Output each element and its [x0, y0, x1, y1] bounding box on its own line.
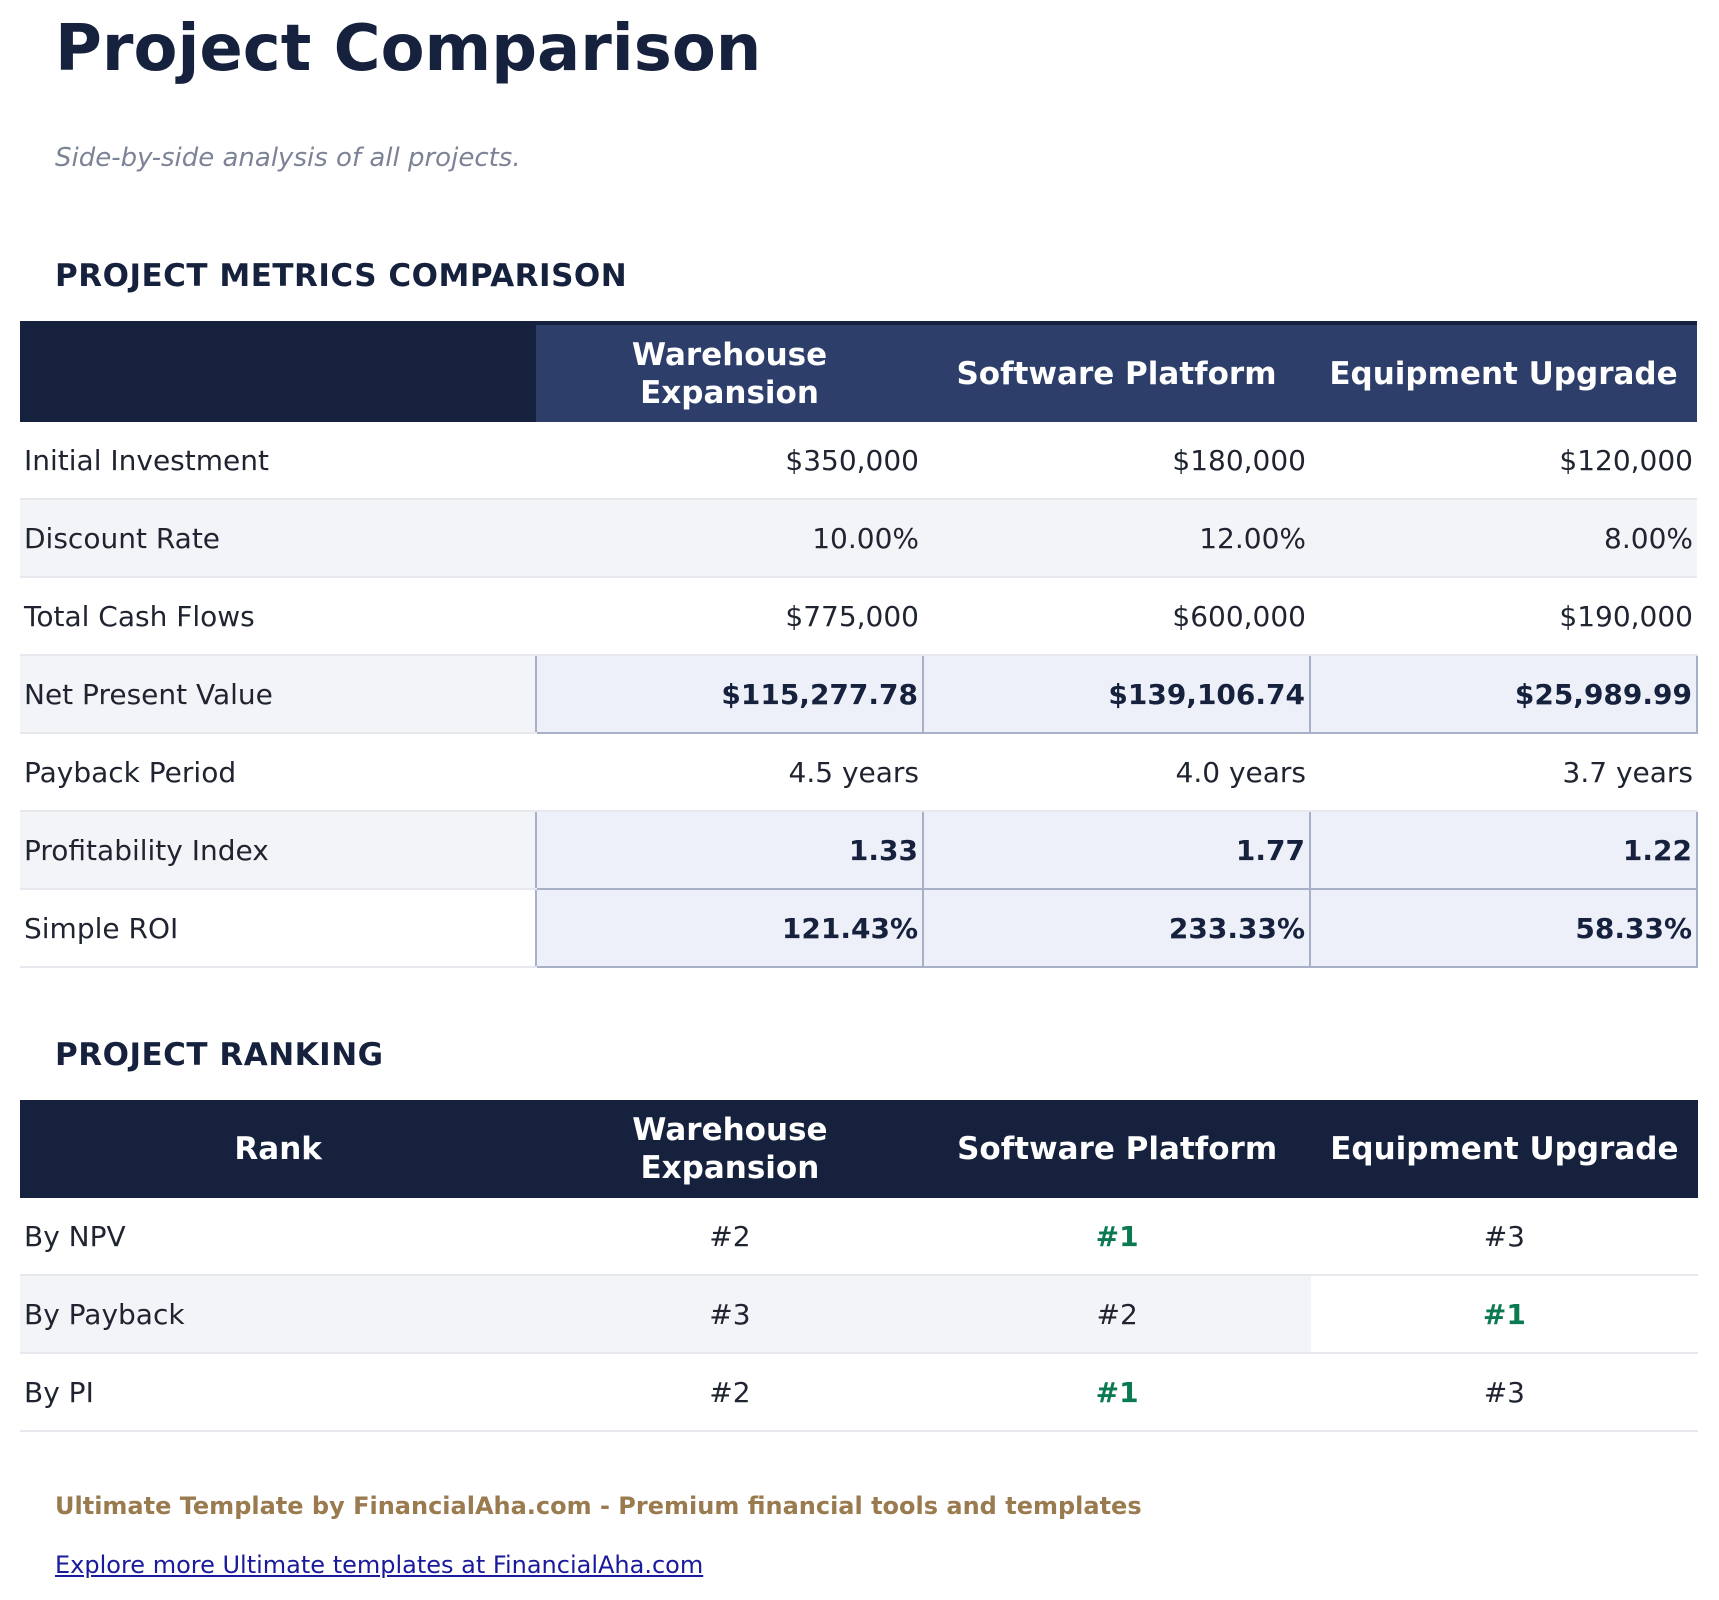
cell-value: $120,000 — [1310, 422, 1697, 500]
footer-link[interactable]: Explore more Ultimate templates at Finan… — [55, 1551, 704, 1579]
column-header-project: Software Platform — [923, 1100, 1311, 1198]
cell-value: #3 — [1310, 1198, 1698, 1276]
table-row: Initial Investment $350,000 $180,000 $120,0… — [20, 422, 1697, 500]
table-row: By PI #2 #1 #3 — [20, 1353, 1698, 1432]
row-label: By Payback — [20, 1275, 537, 1354]
column-header-project: Equipment Upgrade — [1310, 1100, 1698, 1198]
column-header-project: Warehouse Expansion — [536, 321, 923, 422]
column-header-label — [20, 321, 536, 422]
cell-value: $190,000 — [1310, 577, 1697, 656]
footer-credit: Ultimate Template by FinancialAha.com - … — [55, 1492, 1142, 1520]
cell-value: $139,106.74 — [922, 654, 1311, 734]
row-label: Payback Period — [20, 733, 536, 812]
row-label: Net Present Value — [20, 655, 536, 734]
table-row: Profitability Index 1.33 1.77 1.22 — [20, 810, 1698, 890]
cell-value: 10.00% — [536, 499, 923, 578]
cell-value: 8.00% — [1310, 499, 1697, 578]
cell-value: 4.0 years — [923, 733, 1310, 812]
cell-value: #2 — [923, 1275, 1311, 1354]
row-label: Discount Rate — [20, 499, 536, 578]
page-subtitle: Side-by-side analysis of all projects. — [55, 143, 521, 173]
row-label: By PI — [20, 1353, 537, 1432]
cell-value: #1 — [923, 1353, 1311, 1432]
column-header-label: Rank — [20, 1100, 537, 1198]
cell-value: 1.33 — [535, 810, 924, 890]
cell-value: 1.22 — [1309, 810, 1698, 890]
row-label: Total Cash Flows — [20, 577, 536, 656]
cell-value: 3.7 years — [1310, 733, 1697, 812]
ranking-header-row: Rank Warehouse Expansion Software Platform… — [20, 1100, 1698, 1198]
metrics-table: Warehouse Expansion Software Platform Equi… — [20, 321, 1698, 968]
cell-value: #3 — [536, 1275, 924, 1354]
cell-value: $350,000 — [536, 422, 923, 500]
table-row: Payback Period 4.5 years 4.0 years 3.7 year… — [20, 733, 1697, 812]
cell-value: 4.5 years — [536, 733, 923, 812]
cell-value: #2 — [536, 1198, 924, 1276]
page-title: Project Comparison — [55, 12, 762, 86]
row-label: Profitability Index — [20, 811, 536, 890]
cell-value: $180,000 — [923, 422, 1310, 500]
row-label: Initial Investment — [20, 422, 536, 500]
table-row: Net Present Value $115,277.78 $139,106.74 $… — [20, 654, 1698, 734]
cell-value: $115,277.78 — [535, 654, 924, 734]
column-header-project: Warehouse Expansion — [536, 1100, 924, 1198]
table-row: By NPV #2 #1 #3 — [20, 1198, 1698, 1276]
cell-value: $25,989.99 — [1309, 654, 1698, 734]
cell-value: #2 — [536, 1353, 924, 1432]
cell-value: $775,000 — [536, 577, 923, 656]
column-header-project: Software Platform — [923, 321, 1310, 422]
table-row: Total Cash Flows $775,000 $600,000 $190,000 — [20, 577, 1697, 656]
metrics-header-row: Warehouse Expansion Software Platform Equi… — [20, 321, 1697, 422]
table-row: Discount Rate 10.00% 12.00% 8.00% — [20, 499, 1697, 578]
cell-value: $600,000 — [923, 577, 1310, 656]
cell-value: #3 — [1310, 1353, 1698, 1432]
ranking-table: Rank Warehouse Expansion Software Platform… — [20, 1100, 1698, 1432]
metrics-heading: PROJECT METRICS COMPARISON — [55, 258, 628, 294]
cell-value: 121.43% — [535, 888, 924, 968]
cell-value: 58.33% — [1309, 888, 1698, 968]
cell-value: 12.00% — [923, 499, 1310, 578]
row-label: Simple ROI — [20, 889, 536, 968]
cell-value: 1.77 — [922, 810, 1311, 890]
table-row: By Payback #3 #2 #1 — [20, 1275, 1698, 1354]
row-label: By NPV — [20, 1198, 537, 1276]
cell-value: #1 — [1310, 1275, 1698, 1354]
table-row: Simple ROI 121.43% 233.33% 58.33% — [20, 888, 1698, 968]
ranking-heading: PROJECT RANKING — [55, 1037, 384, 1073]
cell-value: 233.33% — [922, 888, 1311, 968]
cell-value: #1 — [923, 1198, 1311, 1276]
column-header-project: Equipment Upgrade — [1310, 321, 1697, 422]
